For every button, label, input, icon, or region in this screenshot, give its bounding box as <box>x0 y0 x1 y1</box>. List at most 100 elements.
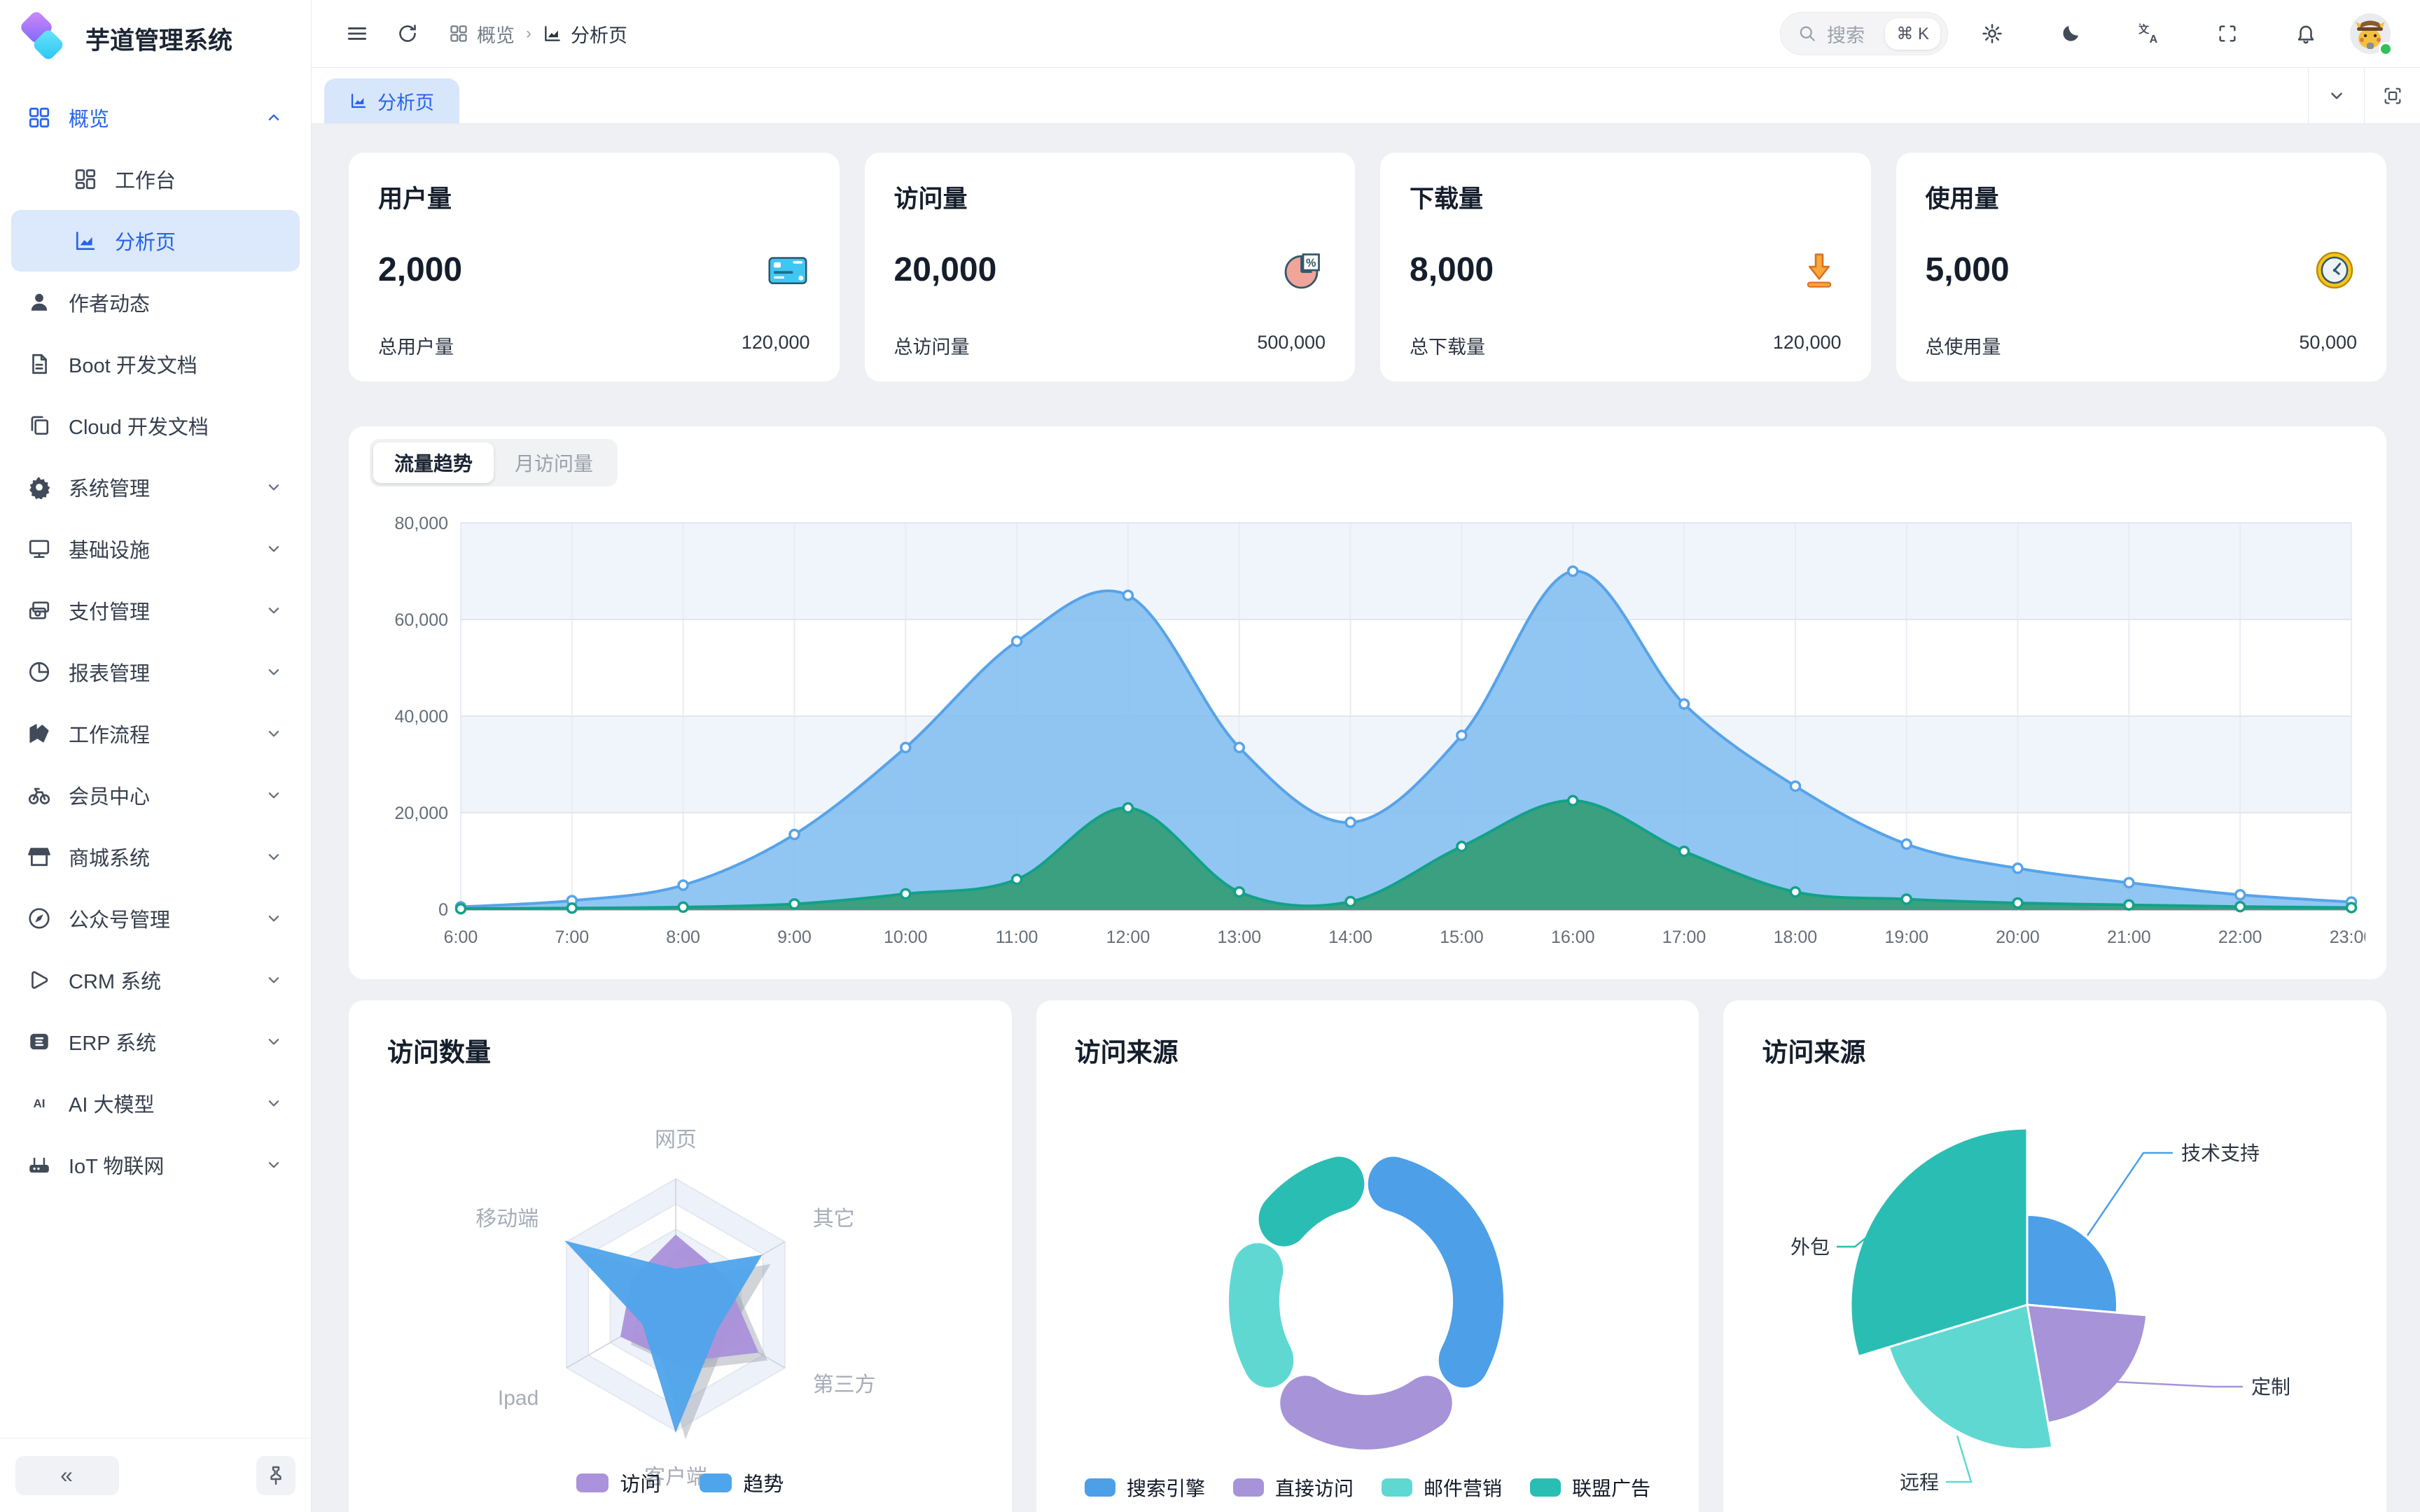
sidebar-item-3[interactable]: 作者动态 <box>11 272 300 333</box>
sidebar-item-label: Boot 开发文档 <box>69 355 197 377</box>
sidebar-item-0[interactable]: 概览 <box>11 87 300 148</box>
sidebar-item-15[interactable]: ERP 系统 <box>11 1011 300 1072</box>
breadcrumb-item-overview[interactable]: 概览 <box>449 20 515 48</box>
sidebar-item-4[interactable]: Boot 开发文档 <box>11 333 300 395</box>
stat-card-value: 2,000 <box>378 251 463 288</box>
traffic-area-chart[interactable]: 0 20,000 40,000 60,000 80,000 6:00 7:00 8:00 9:0… <box>370 500 2365 962</box>
sidebar-item-1[interactable]: 工作台 <box>11 148 300 210</box>
monitor-icon <box>27 536 52 561</box>
sidebar-item-label: IoT 物联网 <box>69 1156 165 1178</box>
sidebar-item-label: 公众号管理 <box>69 909 171 932</box>
panel-title: 访问来源 <box>1074 1038 1178 1067</box>
donut-legend-item-1[interactable]: 直接访问 <box>1232 1474 1354 1502</box>
sidebar-item-8[interactable]: 支付管理 <box>11 580 300 641</box>
svg-text:移动端: 移动端 <box>475 1208 538 1231</box>
chevron-down-icon <box>263 600 284 621</box>
sidebar-item-9[interactable]: 报表管理 <box>11 641 300 703</box>
chevron-down-icon <box>263 662 284 682</box>
maximize-icon[interactable] <box>2364 68 2420 123</box>
svg-text:14:00: 14:00 <box>1328 927 1372 947</box>
sidebar-item-6[interactable]: 系统管理 <box>11 456 300 518</box>
radar-legend-item-0[interactable]: 访问 <box>576 1468 660 1497</box>
sidebar-item-16[interactable]: AI AI 大模型 <box>11 1072 300 1134</box>
refresh-icon[interactable] <box>391 18 424 50</box>
wallet-icon <box>27 598 52 623</box>
sidebar-item-label: 支付管理 <box>69 601 151 624</box>
area-icon <box>73 228 98 253</box>
chevron-down-icon <box>263 846 284 867</box>
donut-legend-item-0[interactable]: 搜索引擎 <box>1084 1474 1205 1502</box>
search-shortcut-badge: ⌘ K <box>1885 18 1940 50</box>
chevron-down-icon <box>263 908 284 929</box>
settings-icon[interactable] <box>1976 18 2008 50</box>
sidebar-collapse-button[interactable]: « <box>15 1455 119 1495</box>
sidebar-item-7[interactable]: 基础设施 <box>11 518 300 580</box>
svg-text:11:00: 11:00 <box>996 927 1038 947</box>
radar-legend: 访问 趋势 <box>349 1468 1012 1497</box>
sidebar-item-label: 工作流程 <box>69 724 151 747</box>
chevron-down-icon[interactable] <box>2308 68 2364 123</box>
moon-icon[interactable] <box>2054 18 2087 50</box>
pin-icon[interactable] <box>256 1455 295 1495</box>
sidebar-item-label: 作者动态 <box>69 293 151 316</box>
area-chart-icon <box>543 24 562 43</box>
svg-text:40,000: 40,000 <box>395 707 448 727</box>
breadcrumb-item-analysis[interactable]: 分析页 <box>543 20 627 48</box>
bell-icon[interactable] <box>2290 18 2322 50</box>
sidebar-item-11[interactable]: 会员中心 <box>11 764 300 826</box>
svg-text:60,000: 60,000 <box>395 610 448 630</box>
donut-legend-item-3[interactable]: 联盟广告 <box>1530 1474 1650 1502</box>
logo-icon <box>18 9 69 64</box>
radar-legend-item-1[interactable]: 趋势 <box>700 1468 784 1497</box>
grid-icon <box>27 105 52 130</box>
grid-icon <box>449 24 468 43</box>
svg-text:6:00: 6:00 <box>444 927 478 947</box>
svg-text:23:00: 23:00 <box>2330 927 2365 947</box>
legend-swatch <box>1232 1478 1264 1497</box>
area-chart-icon <box>349 92 368 110</box>
legend-swatch <box>700 1473 732 1492</box>
traffic-tab-1[interactable]: 月访问量 <box>515 453 594 475</box>
sidebar-item-label: 基础设施 <box>69 540 151 562</box>
bottom-cards-row: 访问数量 网页 其它 第三方 客户端 Ipad 移动端 访问 趋势 访问来源 搜索引擎 直接访… <box>349 1000 2387 1512</box>
gear-icon <box>27 475 52 500</box>
legend-label: 邮件营销 <box>1424 1478 1503 1499</box>
sidebar-item-2[interactable]: 分析页 <box>11 210 300 272</box>
tabbar-actions <box>2308 68 2420 123</box>
sidebar-item-14[interactable]: CRM 系统 <box>11 949 300 1011</box>
donut-chart[interactable] <box>1036 1000 1699 1512</box>
sidebar-item-17[interactable]: IoT 物联网 <box>11 1134 300 1196</box>
traffic-toggle-group: 流量趋势 月访问量 <box>370 439 618 486</box>
hamburger-menu-icon[interactable] <box>341 18 373 50</box>
svg-text:17:00: 17:00 <box>1662 927 1706 947</box>
chevron-down-icon <box>263 538 284 559</box>
sidebar-item-5[interactable]: Cloud 开发文档 <box>11 395 300 456</box>
sidebar-item-13[interactable]: 公众号管理 <box>11 888 300 949</box>
avatar[interactable] <box>2350 13 2393 56</box>
chevron-up-icon <box>263 107 284 128</box>
file-icon <box>27 351 52 377</box>
sidebar-item-12[interactable]: 商城系统 <box>11 826 300 888</box>
fullscreen-icon[interactable] <box>2211 18 2244 50</box>
sidebar-item-10[interactable]: 工作流程 <box>11 703 300 764</box>
search-input[interactable]: 搜索 ⌘ K <box>1780 12 1948 55</box>
legend-label: 直接访问 <box>1274 1478 1354 1499</box>
svg-text:其它: 其它 <box>813 1208 855 1231</box>
legend-label: 搜索引擎 <box>1126 1478 1205 1499</box>
app-logo[interactable]: 芋道管理系统 <box>0 0 311 77</box>
stat-card-footer-value: 120,000 <box>1772 332 1842 353</box>
bank-card-icon <box>767 249 809 291</box>
sidebar-item-label: ERP 系统 <box>69 1032 157 1055</box>
traffic-tab-0[interactable]: 流量趋势 <box>373 442 494 483</box>
donut-legend-item-2[interactable]: 邮件营销 <box>1382 1474 1502 1502</box>
svg-text:20:00: 20:00 <box>1996 927 2040 947</box>
tab-analysis[interactable]: 分析页 <box>324 78 459 123</box>
svg-text:80,000: 80,000 <box>395 514 448 533</box>
sidebar-item-label: Cloud 开发文档 <box>69 416 209 439</box>
svg-text:19:00: 19:00 <box>1884 927 1928 947</box>
chevron-down-icon <box>263 785 284 806</box>
